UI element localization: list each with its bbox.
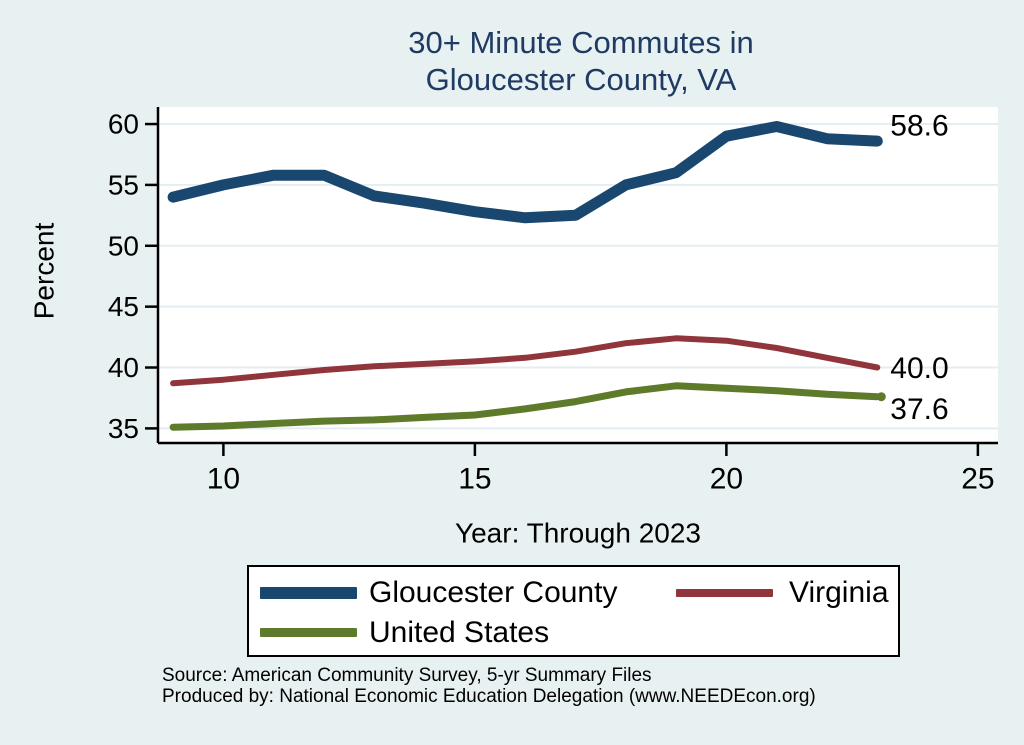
x-tick-label: 15	[458, 463, 491, 496]
series-line-virginia	[170, 335, 881, 387]
y-tick-label: 45	[108, 291, 139, 322]
end-value-label: 37.6	[890, 393, 948, 426]
produced-by-note: Produced by: National Economic Education…	[162, 686, 816, 707]
plot-area	[158, 107, 998, 443]
plot-background	[158, 107, 998, 443]
legend-swatch-gloucester-county	[260, 587, 357, 599]
gridlines	[158, 123, 998, 430]
axes	[145, 107, 998, 456]
end-value-label: 58.6	[890, 110, 948, 143]
chart-title-line1: 30+ Minute Commutes in	[408, 25, 754, 60]
tick-labels: 35 40 45 50 55 60 10 15 20 25	[108, 109, 995, 496]
y-tick-label: 35	[108, 413, 139, 444]
y-tick-label: 60	[108, 109, 139, 140]
series-end-marker	[876, 392, 886, 402]
footer-notes: Source: American Community Survey, 5-yr …	[162, 665, 816, 707]
y-axis-title: Percent	[29, 223, 60, 320]
legend-label-virginia: Virginia	[789, 576, 889, 609]
y-tick-label: 50	[108, 230, 139, 261]
chart-title-line2: Gloucester County, VA	[425, 62, 737, 97]
series-end-labels: 58.6 40.0 37.6	[890, 110, 948, 427]
x-tick-label: 10	[207, 463, 240, 496]
legend-swatch-virginia	[676, 589, 773, 597]
x-tick-label: 25	[961, 463, 994, 496]
source-note: Source: American Community Survey, 5-yr …	[162, 665, 652, 686]
y-tick-label: 40	[108, 352, 139, 383]
data-series	[167, 121, 886, 431]
chart-title: 30+ Minute Commutes in Gloucester County…	[156, 24, 1006, 98]
legend-label-gloucester-county: Gloucester County	[369, 576, 618, 609]
series-line-united-states	[169, 382, 881, 431]
axis-titles: Percent Year: Through 2023	[29, 223, 701, 549]
x-tick-label: 20	[710, 463, 743, 496]
x-axis-title: Year: Through 2023	[455, 518, 701, 549]
legend: Gloucester County Virginia United States	[247, 565, 900, 657]
series-line-gloucester-county	[167, 121, 883, 224]
legend-swatch-united-states	[260, 628, 357, 637]
legend-label-united-states: United States	[369, 616, 550, 649]
end-value-label: 40.0	[890, 352, 948, 385]
y-tick-label: 55	[108, 169, 139, 200]
